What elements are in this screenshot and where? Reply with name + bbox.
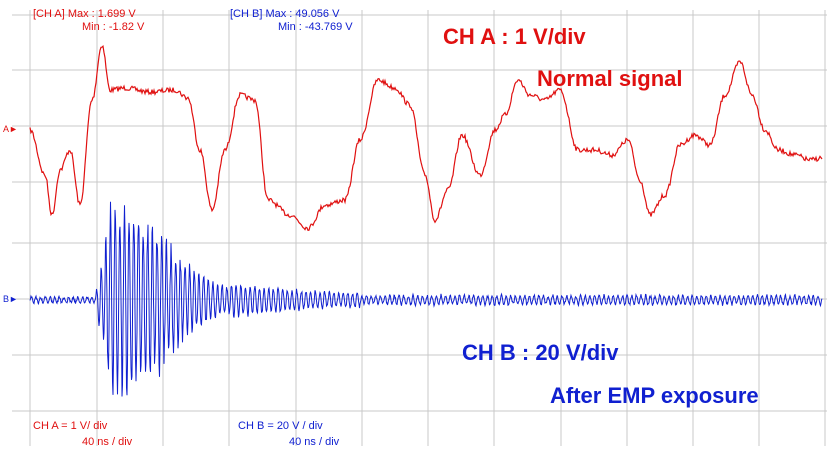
chb-timebase-label: 40 ns / div — [289, 436, 340, 448]
chb-trace — [29, 201, 823, 397]
chb-ground-marker[interactable]: B► — [3, 294, 18, 304]
chb-scale-label: CH B = 20 V / div — [238, 420, 323, 432]
chb-description-annotation: After EMP exposure — [550, 383, 759, 408]
traces — [29, 44, 823, 397]
cha-ground-marker[interactable]: A► — [3, 124, 18, 134]
cha-scale-annotation: CH A : 1 V/div — [443, 24, 586, 49]
cha-description-annotation: Normal signal — [537, 66, 683, 91]
cha-scale-label: CH A = 1 V/ div — [33, 420, 108, 432]
chb-max-readout: [CH B] Max : 49.056 V — [230, 8, 340, 20]
cha-max-readout: [CH A] Max : 1.699 V — [33, 8, 136, 20]
cha-timebase-label: 40 ns / div — [82, 436, 133, 448]
grid — [12, 10, 827, 446]
cha-min-readout: Min : -1.82 V — [82, 21, 145, 33]
chb-scale-annotation: CH B : 20 V/div — [462, 340, 619, 365]
chb-min-readout: Min : -43.769 V — [278, 21, 353, 33]
cha-trace — [29, 44, 823, 231]
